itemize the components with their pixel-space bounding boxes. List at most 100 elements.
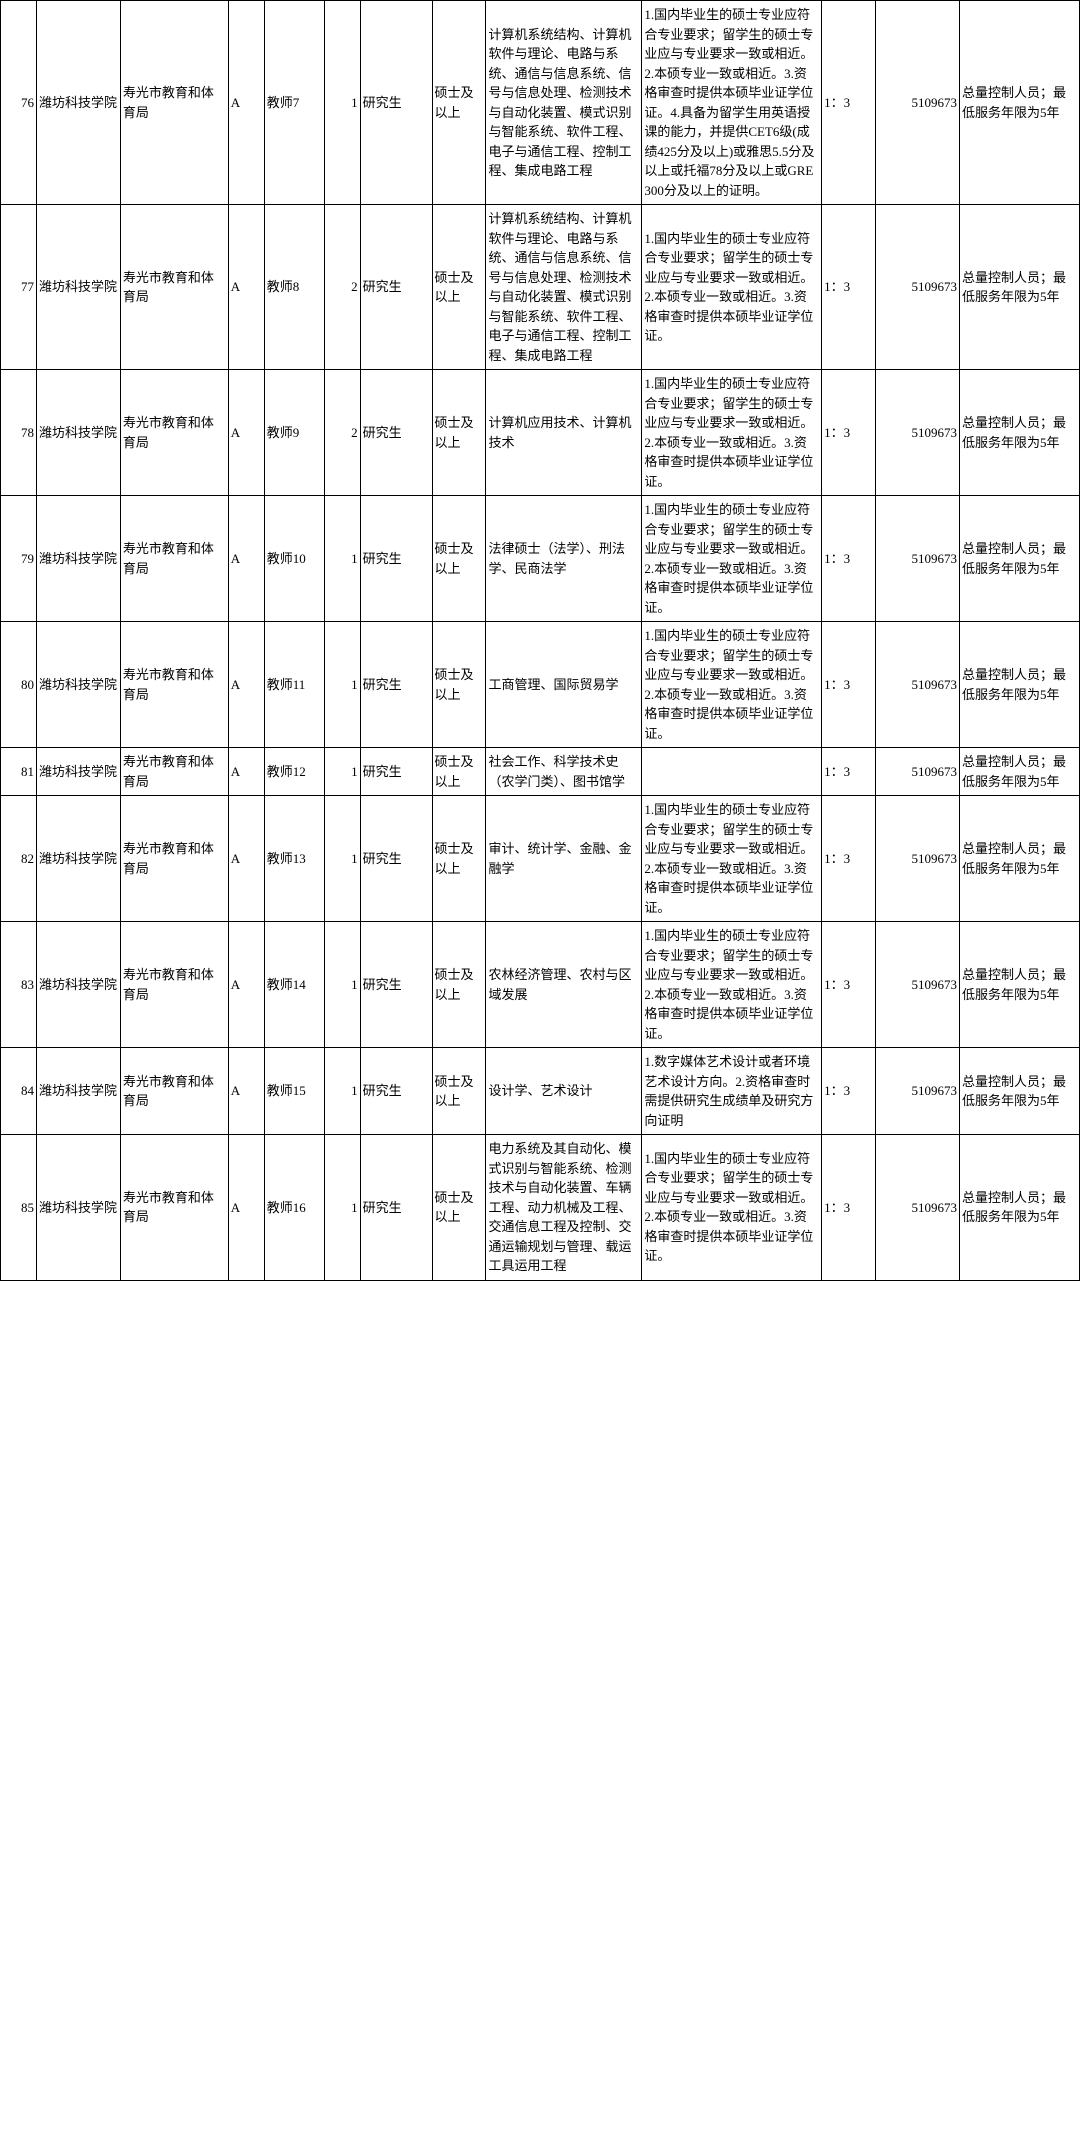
table-cell: A bbox=[228, 748, 264, 796]
table-cell: 79 bbox=[1, 496, 37, 622]
table-cell: A bbox=[228, 796, 264, 922]
table-cell: 1.国内毕业生的硕士专业应符合专业要求；留学生的硕士专业应与专业要求一致或相近。… bbox=[642, 370, 822, 496]
table-cell: 总量控制人员；最低服务年限为5年 bbox=[960, 1135, 1080, 1281]
table-cell: 教师16 bbox=[264, 1135, 324, 1281]
table-cell: 研究生 bbox=[360, 796, 432, 922]
table-cell: 84 bbox=[1, 1048, 37, 1135]
table-row: 80潍坊科技学院寿光市教育和体育局A教师111研究生硕士及以上工商管理、国际贸易… bbox=[1, 622, 1080, 748]
table-cell: A bbox=[228, 370, 264, 496]
table-cell: 5109673 bbox=[876, 1048, 960, 1135]
table-cell: 研究生 bbox=[360, 622, 432, 748]
table-row: 82潍坊科技学院寿光市教育和体育局A教师131研究生硕士及以上审计、统计学、金融… bbox=[1, 796, 1080, 922]
table-cell: 计算机系统结构、计算机软件与理论、电路与系统、通信与信息系统、信号与信息处理、检… bbox=[486, 1, 642, 205]
table-cell: 总量控制人员；最低服务年限为5年 bbox=[960, 796, 1080, 922]
table-cell: 工商管理、国际贸易学 bbox=[486, 622, 642, 748]
table-cell: 硕士及以上 bbox=[432, 496, 486, 622]
table-cell: 研究生 bbox=[360, 748, 432, 796]
table-cell: 1 bbox=[324, 922, 360, 1048]
table-cell: 寿光市教育和体育局 bbox=[120, 1048, 228, 1135]
table-cell: 1.国内毕业生的硕士专业应符合专业要求；留学生的硕士专业应与专业要求一致或相近。… bbox=[642, 622, 822, 748]
table-cell: 1：3 bbox=[822, 1, 876, 205]
table-cell: 5109673 bbox=[876, 1135, 960, 1281]
table-cell: 硕士及以上 bbox=[432, 205, 486, 370]
table-cell: 研究生 bbox=[360, 1048, 432, 1135]
table-row: 77潍坊科技学院寿光市教育和体育局A教师82研究生硕士及以上计算机系统结构、计算… bbox=[1, 205, 1080, 370]
recruitment-table: 76潍坊科技学院寿光市教育和体育局A教师71研究生硕士及以上计算机系统结构、计算… bbox=[0, 0, 1080, 1281]
table-cell: 计算机应用技术、计算机技术 bbox=[486, 370, 642, 496]
table-cell: 潍坊科技学院 bbox=[36, 205, 120, 370]
table-row: 85潍坊科技学院寿光市教育和体育局A教师161研究生硕士及以上电力系统及其自动化… bbox=[1, 1135, 1080, 1281]
table-cell: 潍坊科技学院 bbox=[36, 1135, 120, 1281]
table-cell: 教师7 bbox=[264, 1, 324, 205]
table-cell: 5109673 bbox=[876, 1, 960, 205]
table-cell: 农林经济管理、农村与区域发展 bbox=[486, 922, 642, 1048]
table-cell: 78 bbox=[1, 370, 37, 496]
table-cell: 总量控制人员；最低服务年限为5年 bbox=[960, 622, 1080, 748]
table-cell: 潍坊科技学院 bbox=[36, 622, 120, 748]
table-cell: 1：3 bbox=[822, 748, 876, 796]
table-cell: A bbox=[228, 496, 264, 622]
table-cell: 1：3 bbox=[822, 796, 876, 922]
table-cell: 寿光市教育和体育局 bbox=[120, 796, 228, 922]
table-cell: 硕士及以上 bbox=[432, 370, 486, 496]
table-cell: 总量控制人员；最低服务年限为5年 bbox=[960, 922, 1080, 1048]
table-cell: 教师15 bbox=[264, 1048, 324, 1135]
table-cell: 研究生 bbox=[360, 370, 432, 496]
table-cell: 硕士及以上 bbox=[432, 796, 486, 922]
table-cell: A bbox=[228, 205, 264, 370]
table-row: 76潍坊科技学院寿光市教育和体育局A教师71研究生硕士及以上计算机系统结构、计算… bbox=[1, 1, 1080, 205]
table-cell: 寿光市教育和体育局 bbox=[120, 1135, 228, 1281]
table-cell: 1 bbox=[324, 796, 360, 922]
table-cell: 2 bbox=[324, 205, 360, 370]
table-cell: 85 bbox=[1, 1135, 37, 1281]
table-cell: 硕士及以上 bbox=[432, 922, 486, 1048]
table-cell: 硕士及以上 bbox=[432, 1135, 486, 1281]
table-row: 81潍坊科技学院寿光市教育和体育局A教师121研究生硕士及以上社会工作、科学技术… bbox=[1, 748, 1080, 796]
table-cell: 1.国内毕业生的硕士专业应符合专业要求；留学生的硕士专业应与专业要求一致或相近。… bbox=[642, 1, 822, 205]
table-cell: 研究生 bbox=[360, 496, 432, 622]
table-cell: 电力系统及其自动化、模式识别与智能系统、检测技术与自动化装置、车辆工程、动力机械… bbox=[486, 1135, 642, 1281]
table-cell: 1.国内毕业生的硕士专业应符合专业要求；留学生的硕士专业应与专业要求一致或相近。… bbox=[642, 1135, 822, 1281]
table-cell: 76 bbox=[1, 1, 37, 205]
table-row: 84潍坊科技学院寿光市教育和体育局A教师151研究生硕士及以上设计学、艺术设计1… bbox=[1, 1048, 1080, 1135]
table-cell: 教师13 bbox=[264, 796, 324, 922]
table-cell: 寿光市教育和体育局 bbox=[120, 1, 228, 205]
table-cell: A bbox=[228, 622, 264, 748]
table-cell: 5109673 bbox=[876, 205, 960, 370]
table-cell: 2 bbox=[324, 370, 360, 496]
table-cell: 法律硕士（法学）、刑法学、民商法学 bbox=[486, 496, 642, 622]
table-cell: 教师14 bbox=[264, 922, 324, 1048]
table-cell: 1 bbox=[324, 622, 360, 748]
table-cell: 硕士及以上 bbox=[432, 1, 486, 205]
table-cell: 寿光市教育和体育局 bbox=[120, 496, 228, 622]
table-cell: 教师9 bbox=[264, 370, 324, 496]
table-cell: 总量控制人员；最低服务年限为5年 bbox=[960, 205, 1080, 370]
table-cell: A bbox=[228, 1, 264, 205]
table-cell: 1：3 bbox=[822, 922, 876, 1048]
table-cell: 总量控制人员；最低服务年限为5年 bbox=[960, 496, 1080, 622]
table-cell: 潍坊科技学院 bbox=[36, 796, 120, 922]
table-cell: 1：3 bbox=[822, 205, 876, 370]
table-cell: 1.国内毕业生的硕士专业应符合专业要求；留学生的硕士专业应与专业要求一致或相近。… bbox=[642, 496, 822, 622]
table-cell: A bbox=[228, 1135, 264, 1281]
table-cell: 寿光市教育和体育局 bbox=[120, 922, 228, 1048]
table-cell: 5109673 bbox=[876, 370, 960, 496]
table-cell: 83 bbox=[1, 922, 37, 1048]
table-cell: 1 bbox=[324, 1048, 360, 1135]
table-cell: 硕士及以上 bbox=[432, 622, 486, 748]
table-cell: 1：3 bbox=[822, 496, 876, 622]
table-cell: 设计学、艺术设计 bbox=[486, 1048, 642, 1135]
table-cell: 77 bbox=[1, 205, 37, 370]
table-cell: 研究生 bbox=[360, 1, 432, 205]
table-cell: 总量控制人员；最低服务年限为5年 bbox=[960, 1048, 1080, 1135]
table-cell: 潍坊科技学院 bbox=[36, 1, 120, 205]
table-cell: 总量控制人员；最低服务年限为5年 bbox=[960, 370, 1080, 496]
table-cell: 教师12 bbox=[264, 748, 324, 796]
table-cell: 1：3 bbox=[822, 1135, 876, 1281]
table-cell: 5109673 bbox=[876, 622, 960, 748]
table-row: 83潍坊科技学院寿光市教育和体育局A教师141研究生硕士及以上农林经济管理、农村… bbox=[1, 922, 1080, 1048]
table-cell: 寿光市教育和体育局 bbox=[120, 748, 228, 796]
table-cell: 寿光市教育和体育局 bbox=[120, 622, 228, 748]
table-cell: 研究生 bbox=[360, 1135, 432, 1281]
table-cell: 总量控制人员；最低服务年限为5年 bbox=[960, 1, 1080, 205]
